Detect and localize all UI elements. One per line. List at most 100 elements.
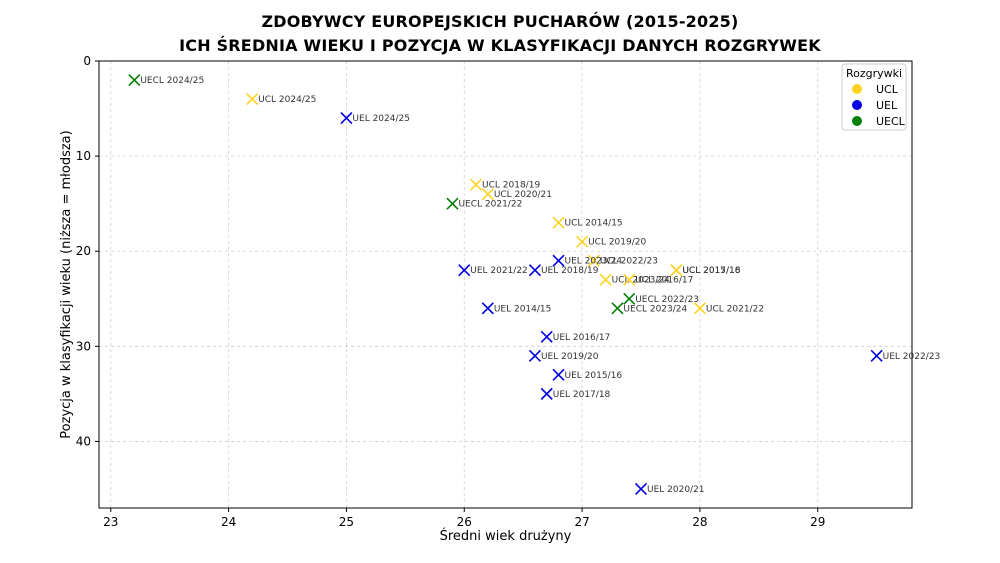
- point-label: UCL 2015/16: [682, 266, 740, 276]
- point-label: UCL 2024/25: [258, 95, 316, 105]
- x-tick-label: 25: [339, 515, 354, 529]
- marker-stroke: [540, 387, 553, 400]
- data-point: UEL 2016/17: [540, 330, 610, 343]
- data-point: UEL 2015/16: [552, 368, 623, 381]
- marker-stroke: [623, 273, 636, 286]
- x-axis-ticks: 23 24 25 26 27 28 29: [103, 508, 825, 529]
- marker-stroke: [870, 349, 883, 362]
- point-label: UCL 2023/24: [612, 276, 670, 286]
- data-point: UECL 2022/23: [623, 292, 699, 305]
- data-point: UEL 2014/15: [481, 302, 552, 315]
- point-label: UCL 2021/22: [706, 304, 764, 314]
- marker-stroke: [481, 188, 494, 201]
- y-tick-label: 40: [76, 434, 91, 448]
- y-tick-label: 0: [83, 54, 91, 68]
- data-point: UCL 2023/24: [599, 273, 670, 286]
- marker-stroke: [623, 292, 636, 305]
- x-tick-label: 24: [221, 515, 236, 529]
- point-label: UEL 2014/15: [494, 304, 552, 314]
- point-label: UECL 2022/23: [635, 295, 699, 305]
- legend-marker: [852, 100, 862, 110]
- point-label: UEL 2023/24: [565, 257, 623, 267]
- data-point: UCL 2021/22: [693, 302, 764, 315]
- data-point: UEL 2017/18: [540, 387, 611, 400]
- data-point: UCL 2024/25: [246, 92, 316, 106]
- legend-label: UEL: [876, 99, 898, 112]
- data-point: UEL 2020/21: [634, 482, 705, 496]
- marker-stroke: [528, 349, 542, 362]
- marker-stroke: [576, 235, 589, 248]
- x-tick-label: 23: [103, 515, 118, 529]
- data-point: UCL 2014/15: [552, 216, 623, 229]
- data-point: UCL 2022/23: [587, 254, 658, 267]
- marker-stroke: [552, 368, 565, 381]
- data-point: UEL 2019/20: [528, 349, 599, 362]
- legend-item: UEL: [852, 99, 898, 112]
- data-point: UCL 2018/19: [469, 178, 540, 191]
- marker-stroke: [693, 302, 706, 315]
- data-point: UCL 2020/21: [481, 188, 552, 201]
- marker-stroke: [128, 73, 141, 87]
- data-point: UECL 2024/25: [128, 73, 204, 87]
- marker-stroke: [481, 302, 494, 315]
- data-point: UEL 2024/25: [340, 111, 410, 125]
- marker-stroke: [587, 254, 600, 267]
- legend: Rozgrywki UCL UEL UECL: [841, 63, 907, 131]
- y-axis-label: Pozycja w klasyfikacji wieku (niższa = m…: [59, 130, 74, 438]
- chart-title: ZDOBYWCY EUROPEJSKICH PUCHARÓW (2015-202…: [261, 12, 739, 31]
- legend-box: [841, 63, 907, 131]
- marker-stroke: [634, 482, 648, 496]
- point-label: UEL 2019/20: [541, 352, 599, 362]
- marker-stroke: [552, 254, 565, 267]
- point-label: UEL 2018/19: [541, 266, 599, 276]
- legend-title: Rozgrywki: [846, 67, 902, 80]
- grid-lines: [99, 60, 912, 508]
- point-label: UCL 2019/20: [588, 238, 646, 248]
- point-label: UECL 2024/25: [140, 76, 204, 86]
- y-axis-ticks: 0 10 20 30 40: [76, 54, 99, 448]
- plot-area: [98, 60, 913, 509]
- legend-marker: [852, 116, 862, 126]
- point-label: UCL 2016/17: [635, 276, 693, 286]
- marker-stroke: [340, 111, 353, 125]
- legend-marker: [852, 84, 862, 94]
- data-point: UECL 2023/24: [611, 302, 688, 315]
- marker-stroke: [599, 273, 612, 286]
- marker-stroke: [469, 178, 483, 191]
- data-point: UCL 2016/17: [623, 273, 693, 286]
- data-point: UCL 2017/18: [670, 264, 741, 277]
- point-label: UCL 2014/15: [565, 219, 623, 229]
- data-point: UEL 2021/22: [458, 264, 528, 277]
- point-label: UEL 2021/22: [470, 266, 528, 276]
- marker-stroke: [246, 92, 259, 106]
- point-label: UEL 2015/16: [565, 371, 623, 381]
- x-tick-label: 26: [457, 515, 472, 529]
- chart-subtitle: ICH ŚREDNIA WIEKU I POZYCJA W KLASYFIKAC…: [179, 36, 821, 55]
- marker-stroke: [670, 264, 683, 277]
- point-label: UEL 2017/18: [553, 390, 611, 400]
- point-label: UEL 2022/23: [883, 352, 941, 362]
- marker-stroke: [540, 330, 553, 343]
- marker-stroke: [528, 264, 542, 277]
- point-label: UCL 2020/21: [494, 190, 552, 200]
- y-tick-label: 10: [76, 149, 91, 163]
- marker-stroke: [446, 197, 459, 210]
- point-label: UECL 2021/22: [458, 200, 522, 210]
- x-axis-label: Średni wiek drużyny: [440, 528, 572, 544]
- legend-item: UECL: [852, 115, 906, 128]
- marker-stroke: [552, 216, 565, 229]
- point-label: UECL 2023/24: [623, 304, 687, 314]
- x-tick-label: 28: [692, 515, 707, 529]
- point-label: UCL 2017/18: [682, 266, 740, 276]
- legend-label: UECL: [876, 115, 906, 128]
- data-point: UEL 2018/19: [528, 264, 599, 277]
- marker-stroke: [611, 302, 624, 315]
- data-point: UEL 2022/23: [870, 349, 941, 362]
- data-point: UECL 2021/22: [446, 197, 522, 210]
- marker-stroke: [458, 264, 471, 277]
- point-label: UEL 2020/21: [647, 485, 705, 495]
- data-point: UEL 2023/24: [552, 254, 623, 267]
- y-tick-label: 30: [76, 339, 91, 353]
